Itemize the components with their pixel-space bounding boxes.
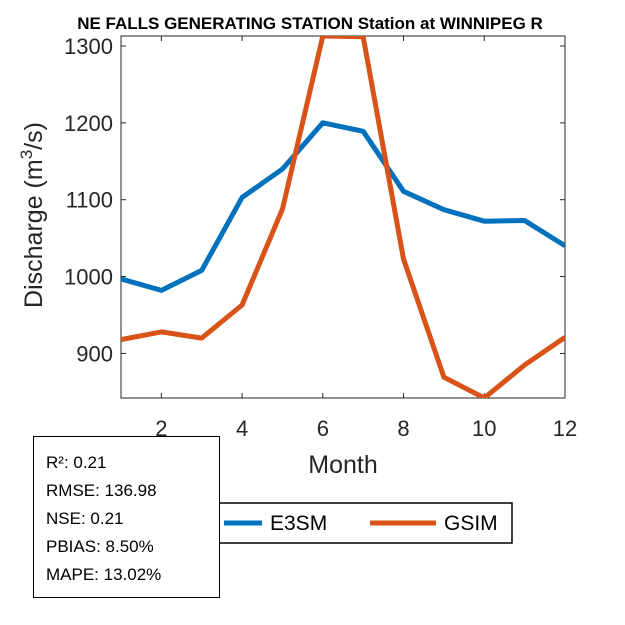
legend-label-e3sm: E3SM [270, 512, 327, 535]
x-tick-label: 2 [155, 416, 167, 441]
stat-nse: NSE: 0.21 [46, 509, 124, 528]
x-tick-label: 12 [553, 416, 577, 441]
stats-box: R²: 0.21 RMSE: 136.98 NSE: 0.21 PBIAS: 8… [33, 436, 220, 598]
y-tick-label: 900 [76, 341, 113, 366]
x-tick-label: 8 [397, 416, 409, 441]
x-tick-labels: 2 4 6 8 10 12 [155, 416, 577, 441]
legend-label-gsim: GSIM [444, 512, 498, 535]
y-tick-labels: 900 1000 1100 1200 1300 [64, 34, 113, 366]
chart-title: NE FALLS GENERATING STATION Station at W… [77, 14, 543, 33]
y-tick-label: 1200 [64, 111, 113, 136]
legend: E3SM GSIM [217, 502, 513, 544]
stat-r2: R²: 0.21 [46, 453, 107, 472]
legend-box [217, 502, 513, 544]
x-tick-label: 4 [236, 416, 248, 441]
x-tick-label: 6 [317, 416, 329, 441]
series-line-e3sm [121, 120, 565, 293]
y-axis-label: Discharge (m3/s) [17, 122, 48, 308]
stat-rmse: RMSE: 136.98 [46, 481, 157, 500]
plot-area [120, 35, 566, 399]
series-line-gsim [121, 36, 565, 398]
x-axis-label: Month [308, 451, 377, 479]
stat-mape: MAPE: 13.02% [46, 565, 162, 584]
axes-box [120, 35, 566, 399]
y-tick-label: 1100 [66, 188, 113, 213]
y-tick-label: 1300 [64, 34, 113, 59]
stat-pbias: PBIAS: 8.50% [46, 537, 154, 556]
x-tick-label: 10 [472, 416, 496, 441]
y-tick-label: 1000 [64, 265, 113, 290]
